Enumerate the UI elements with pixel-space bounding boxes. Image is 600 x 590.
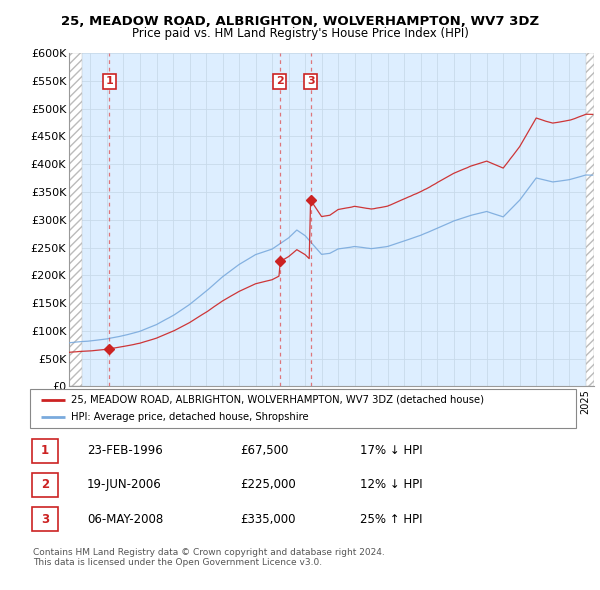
Bar (69, 53, 82, 386)
Text: 3: 3 (41, 513, 49, 526)
FancyBboxPatch shape (30, 389, 576, 428)
Text: 17% ↓ HPI: 17% ↓ HPI (360, 444, 422, 457)
Text: Price paid vs. HM Land Registry's House Price Index (HPI): Price paid vs. HM Land Registry's House … (131, 27, 469, 40)
Bar (586, 53, 594, 386)
Text: 1: 1 (106, 77, 113, 86)
Text: 19-JUN-2006: 19-JUN-2006 (87, 478, 162, 491)
Text: 25, MEADOW ROAD, ALBRIGHTON, WOLVERHAMPTON, WV7 3DZ (detached house): 25, MEADOW ROAD, ALBRIGHTON, WOLVERHAMPT… (71, 395, 484, 405)
Text: 3: 3 (307, 77, 314, 86)
Text: 23-FEB-1996: 23-FEB-1996 (87, 444, 163, 457)
Text: 25, MEADOW ROAD, ALBRIGHTON, WOLVERHAMPTON, WV7 3DZ: 25, MEADOW ROAD, ALBRIGHTON, WOLVERHAMPT… (61, 15, 539, 28)
Text: £225,000: £225,000 (240, 478, 296, 491)
Text: 2: 2 (41, 478, 49, 491)
Text: Contains HM Land Registry data © Crown copyright and database right 2024.
This d: Contains HM Land Registry data © Crown c… (33, 548, 385, 567)
Text: £67,500: £67,500 (240, 444, 289, 457)
Text: 1: 1 (41, 444, 49, 457)
Text: 12% ↓ HPI: 12% ↓ HPI (360, 478, 422, 491)
Text: £335,000: £335,000 (240, 513, 296, 526)
Text: HPI: Average price, detached house, Shropshire: HPI: Average price, detached house, Shro… (71, 412, 308, 422)
Text: 25% ↑ HPI: 25% ↑ HPI (360, 513, 422, 526)
Text: 06-MAY-2008: 06-MAY-2008 (87, 513, 163, 526)
Text: 2: 2 (276, 77, 284, 86)
